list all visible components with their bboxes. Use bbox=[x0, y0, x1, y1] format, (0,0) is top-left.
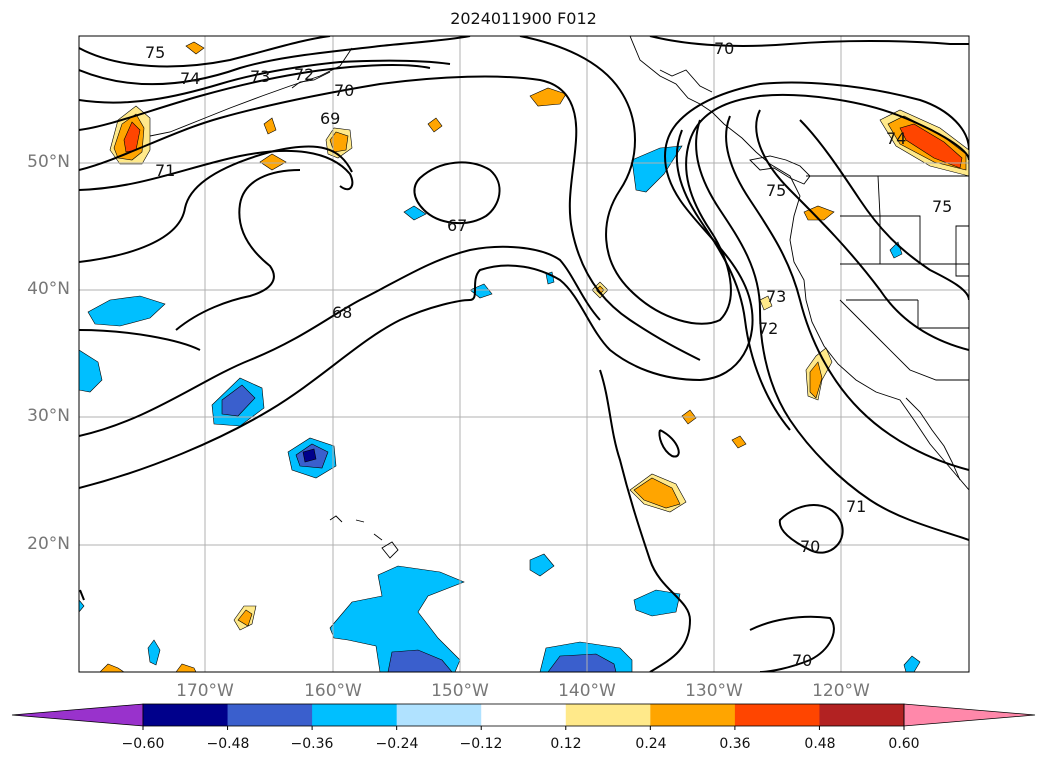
colorbar-tick-label: −0.24 bbox=[375, 736, 419, 752]
contour-label: 67 bbox=[447, 216, 467, 235]
contour-label: 71 bbox=[155, 161, 175, 180]
colorbar-tick-label: −0.12 bbox=[459, 736, 503, 752]
colorbar-left-extension bbox=[11, 703, 144, 727]
positive-anomaly-areas bbox=[99, 41, 969, 672]
colorbar-box bbox=[481, 704, 567, 726]
contour-label: 73 bbox=[250, 67, 270, 86]
contour-label: 69 bbox=[320, 109, 340, 128]
colorbar-box bbox=[396, 704, 482, 726]
lat-label: 20°N bbox=[27, 534, 70, 554]
contour-label: 74 bbox=[886, 129, 906, 148]
colorbar-box bbox=[565, 704, 651, 726]
contour-label: 70 bbox=[334, 81, 354, 100]
colorbar-tick-label: −0.48 bbox=[206, 736, 250, 752]
height-contours bbox=[79, 36, 969, 672]
lat-label: 30°N bbox=[27, 406, 70, 426]
contour-label: 68 bbox=[332, 303, 352, 322]
colorbar-box bbox=[227, 704, 313, 726]
colorbar-tick-label: −0.60 bbox=[121, 736, 165, 752]
colorbar-tickmarks bbox=[142, 726, 905, 730]
colorbar-boxes bbox=[143, 704, 905, 726]
contour-label: 70 bbox=[714, 39, 734, 58]
coastlines bbox=[149, 36, 969, 559]
contour-labels: 75 74 73 72 70 69 71 67 68 70 74 75 75 7… bbox=[145, 39, 952, 670]
lon-label: 120°W bbox=[812, 681, 870, 701]
colorbar-tick-label: 0.12 bbox=[550, 736, 582, 752]
colorbar-tick-label: 0.60 bbox=[888, 736, 920, 752]
contour-label: 71 bbox=[846, 497, 866, 516]
colorbar-box bbox=[143, 704, 229, 726]
lon-label: 150°W bbox=[431, 681, 489, 701]
map-area: 75 74 73 72 70 69 71 67 68 70 74 75 75 7… bbox=[79, 36, 969, 672]
lon-label: 170°W bbox=[176, 681, 234, 701]
contour-label: 74 bbox=[180, 69, 200, 88]
lat-label: 50°N bbox=[27, 152, 70, 172]
map-frame bbox=[78, 35, 970, 673]
colorbar-box bbox=[312, 704, 398, 726]
negative-anomaly-areas bbox=[79, 145, 921, 672]
contour-label: 70 bbox=[792, 651, 812, 670]
contour-label: 72 bbox=[758, 319, 778, 338]
colorbar bbox=[11, 703, 1036, 730]
lon-label: 130°W bbox=[685, 681, 743, 701]
contour-label: 75 bbox=[766, 181, 786, 200]
colorbar-tick-label: 0.24 bbox=[635, 736, 667, 752]
contour-label: 73 bbox=[766, 287, 786, 306]
colorbar-box bbox=[819, 704, 905, 726]
lon-label: 160°W bbox=[304, 681, 362, 701]
contour-label: 70 bbox=[800, 537, 820, 556]
colorbar-outline bbox=[142, 703, 905, 727]
colorbar-box bbox=[734, 704, 820, 726]
colorbar-tick-label: −0.36 bbox=[290, 736, 334, 752]
colorbar-tick-label: 0.48 bbox=[804, 736, 836, 752]
contour-label: 75 bbox=[932, 197, 952, 216]
colorbar-tick-label: 0.36 bbox=[719, 736, 751, 752]
lat-label: 40°N bbox=[27, 279, 70, 299]
colorbar-box bbox=[650, 704, 736, 726]
contour-label: 75 bbox=[145, 43, 165, 62]
contour-label: 72 bbox=[294, 65, 314, 84]
colorbar-right-extension bbox=[903, 703, 1036, 727]
lon-label: 140°W bbox=[558, 681, 616, 701]
figure-title: 2024011900 F012 bbox=[450, 9, 597, 28]
map-gridlines bbox=[79, 36, 969, 672]
